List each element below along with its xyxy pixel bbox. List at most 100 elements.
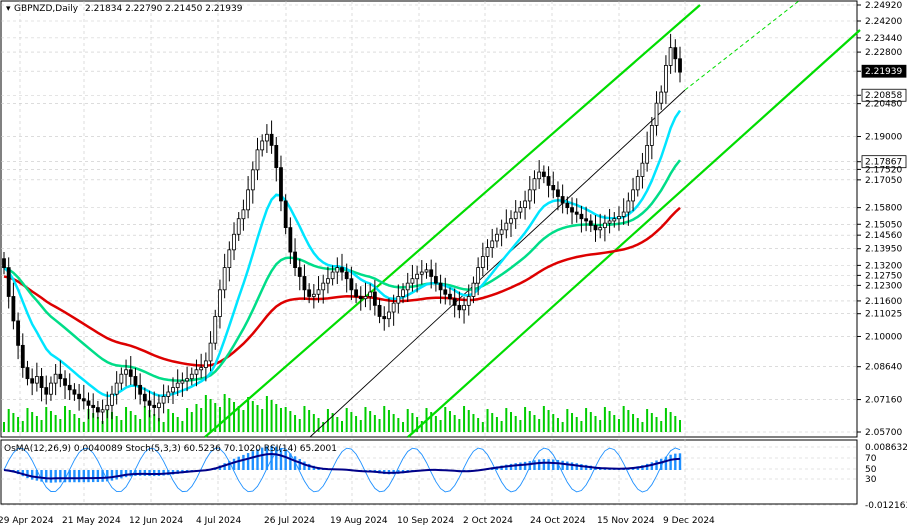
candle-body [199,367,204,371]
osma-bar [30,470,34,480]
volume-bar [594,416,597,432]
candle-body [382,316,387,320]
x-tick-label: 24 Oct 2024 [530,516,586,526]
candle-body [358,296,363,300]
osma-bar [669,454,672,470]
y-tick-label: 2.14560 [865,231,902,241]
candle-body [396,296,401,304]
volume-bar [477,418,480,432]
candle-body [67,384,72,391]
candle-body [100,409,105,413]
candle-body [171,387,175,393]
volume-bar [514,416,517,432]
candle-body [429,269,434,277]
osma-bar [265,446,269,470]
rsi-line [3,452,681,480]
volume-bar [45,407,48,432]
candle-body [565,202,570,209]
volume-bar [495,417,498,432]
candle-body [541,171,546,177]
volume-bar [3,422,5,432]
osma-bar [519,462,522,470]
osma-bar [509,463,513,470]
volume-bar [125,407,128,432]
osma-bar [270,446,273,470]
candle-body [570,207,574,213]
candle-body [152,404,157,408]
volume-bar [646,409,649,432]
volume-bar [383,406,386,432]
volume-bar [542,406,545,432]
volume-bar [96,417,99,432]
osma-bar [115,470,118,480]
osma-bar [54,470,57,483]
osma-bar [228,460,231,470]
osma-bar [106,470,109,482]
osma-bar [73,470,76,483]
candle-body [607,220,612,224]
candle-body [330,271,335,280]
volume-bar [472,414,475,432]
y-tick-label: 2.17867 [865,158,902,168]
candle-body [551,184,556,191]
candle-body [321,282,326,291]
x-tick-label: 26 Jul 2024 [264,516,315,526]
candle-body [147,400,152,406]
candle-body [649,125,654,146]
osma-bar [275,446,278,470]
volume-bar [632,414,635,432]
volume-bar [134,415,137,432]
candle-body [72,389,77,395]
indicator-tick-label: 0.0086322 [865,443,907,453]
candle-body [194,369,199,375]
volume-bars [3,394,681,432]
osma-bar [237,456,240,470]
osma-bar [537,459,541,470]
candle-body [462,304,466,311]
candle-body [20,344,25,368]
osma-bar [242,454,245,470]
candle-body [419,271,424,275]
osma-bar [289,453,292,470]
volume-bar [176,417,179,432]
volume-bar [603,407,606,432]
candle-body [602,222,607,229]
volume-bar [223,394,226,432]
volume-bar [167,409,170,432]
osma-bar [528,461,531,470]
volume-bar [247,397,250,432]
osma-bar [533,460,536,470]
candle-body [344,271,349,280]
candle-body [335,267,340,273]
osma-bar [256,449,259,470]
candle-body [387,311,391,320]
candle-body [645,145,650,164]
candle-body [523,200,527,209]
candle-body [274,145,279,169]
x-tick-label: 10 Sep 2024 [397,516,454,526]
volume-bar [275,404,278,432]
price-axis: 2.24920 2.24200 2.23440 2.22800 2.21939 2.208… [857,1,907,438]
volume-bar [101,421,104,432]
osma-bar [561,460,564,470]
y-tick-label: 2.24920 [865,1,902,11]
volume-bar [157,418,160,432]
volume-bar [106,408,109,432]
volume-bar [40,420,43,432]
volume-bar [556,418,559,432]
candle-body [232,233,236,251]
candle-body [208,342,213,362]
candle-body [490,240,495,249]
candle-body [532,178,537,191]
candle-body [443,289,448,295]
y-tick-label: 2.13200 [865,261,902,271]
moving-averages [3,109,682,398]
candle-body [579,213,584,220]
candle-body [58,373,63,380]
candle-body [264,133,269,142]
volume-bar [82,422,85,432]
volume-bar [78,418,81,432]
volume-bar [355,416,358,432]
